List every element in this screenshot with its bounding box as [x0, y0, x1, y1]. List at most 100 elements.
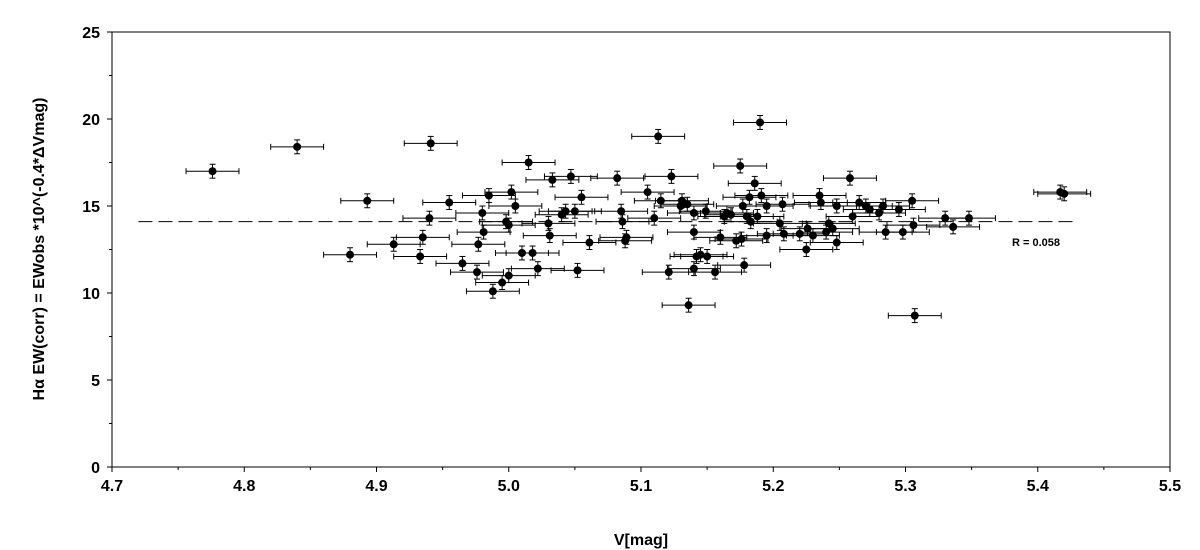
- data-point: [734, 188, 789, 204]
- data-marker: [684, 301, 693, 310]
- data-point: [805, 221, 860, 237]
- correlation-annotation: R = 0.058: [1012, 237, 1060, 249]
- y-tick-label: 10: [82, 286, 100, 303]
- data-marker: [964, 214, 973, 223]
- data-point: [871, 202, 926, 217]
- data-point: [488, 198, 543, 214]
- data-point: [402, 210, 457, 226]
- data-marker: [711, 268, 720, 277]
- data-point: [450, 264, 504, 280]
- data-marker: [479, 228, 488, 237]
- y-tick-label: 15: [82, 199, 100, 216]
- data-point: [323, 247, 377, 263]
- data-point: [340, 193, 395, 209]
- data-marker: [293, 142, 302, 151]
- data-point: [522, 228, 577, 244]
- data-point: [270, 139, 325, 155]
- data-point: [620, 184, 675, 200]
- data-marker: [528, 248, 537, 257]
- data-marker: [757, 191, 766, 200]
- data-point: [465, 283, 520, 299]
- x-tick-label: 5.3: [894, 478, 916, 495]
- data-marker: [664, 268, 673, 277]
- data-point: [926, 219, 981, 235]
- data-point: [510, 261, 565, 277]
- data-point: [885, 193, 940, 209]
- data-marker: [474, 240, 483, 249]
- data-point: [666, 261, 721, 277]
- data-marker: [894, 205, 903, 214]
- data-marker: [848, 212, 857, 221]
- y-tick-label: 0: [91, 460, 100, 477]
- data-point: [661, 297, 716, 313]
- data-marker: [617, 207, 626, 216]
- data-marker: [949, 222, 958, 231]
- data-marker: [808, 231, 817, 240]
- data-point: [594, 203, 649, 219]
- x-tick-label: 5.1: [630, 478, 652, 495]
- data-marker: [746, 217, 755, 226]
- data-marker: [762, 231, 771, 240]
- data-marker: [618, 217, 627, 226]
- data-point: [727, 175, 782, 191]
- data-marker: [750, 179, 759, 188]
- data-point: [641, 264, 696, 280]
- data-marker: [577, 193, 586, 202]
- y-tick-label: 20: [82, 112, 100, 129]
- data-marker: [1060, 189, 1069, 198]
- data-marker: [689, 208, 698, 217]
- data-point: [366, 236, 421, 252]
- data-marker: [740, 261, 749, 270]
- data-marker: [689, 264, 698, 273]
- data-marker: [418, 233, 427, 242]
- data-marker: [865, 205, 874, 214]
- data-point: [562, 235, 617, 250]
- data-marker: [855, 198, 864, 207]
- x-tick-label: 4.7: [101, 478, 123, 495]
- data-point: [688, 264, 743, 280]
- x-tick-label: 5.2: [762, 478, 784, 495]
- data-marker: [346, 250, 355, 259]
- data-point: [393, 249, 448, 264]
- data-marker: [643, 188, 652, 197]
- data-marker: [756, 118, 765, 127]
- data-point: [185, 163, 240, 179]
- data-point: [887, 308, 942, 324]
- data-marker: [736, 161, 745, 170]
- data-point: [755, 196, 810, 212]
- data-point: [451, 236, 506, 252]
- x-tick-label: 5.4: [1027, 478, 1049, 495]
- data-marker: [910, 311, 919, 320]
- y-tick-label: 25: [82, 25, 100, 42]
- data-point: [481, 268, 536, 284]
- data-point: [484, 184, 539, 200]
- data-marker: [445, 198, 454, 207]
- data-marker: [585, 238, 594, 247]
- data-marker: [875, 208, 884, 217]
- data-marker: [845, 174, 854, 183]
- x-axis-label: V[mag]: [614, 532, 668, 549]
- data-marker: [778, 200, 787, 209]
- x-tick-label: 4.9: [365, 478, 387, 495]
- y-axis-label: Hα EW(corr) = EWobs *10^(-0.4*ΔVmag): [31, 98, 48, 401]
- data-point: [666, 224, 721, 240]
- data-marker: [533, 264, 542, 273]
- data-marker: [654, 132, 663, 141]
- data-point: [501, 155, 556, 170]
- data-marker: [898, 228, 907, 237]
- data-point: [942, 210, 996, 226]
- data-marker: [524, 158, 533, 167]
- data-marker: [488, 287, 497, 296]
- data-point: [554, 189, 609, 205]
- data-point: [627, 210, 682, 226]
- data-marker: [775, 219, 784, 228]
- data-point: [521, 215, 576, 231]
- plot-area: [111, 31, 1171, 468]
- data-marker: [683, 200, 692, 209]
- data-point: [717, 257, 772, 273]
- data-marker: [570, 207, 579, 216]
- data-point: [1037, 186, 1092, 202]
- data-marker: [908, 196, 917, 205]
- x-tick-label: 5.0: [498, 478, 520, 495]
- data-marker: [689, 228, 698, 237]
